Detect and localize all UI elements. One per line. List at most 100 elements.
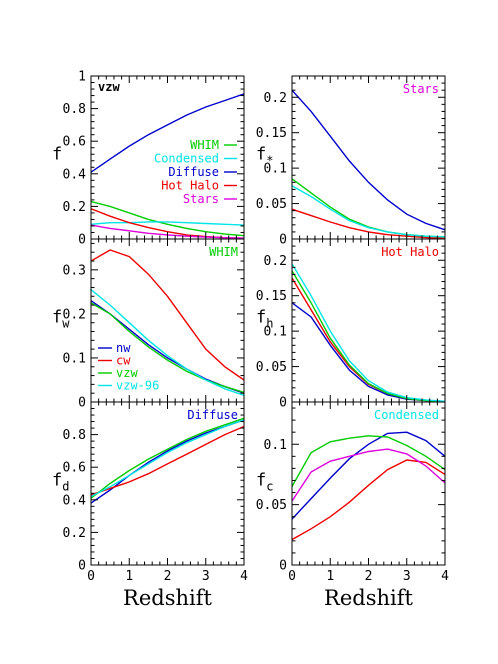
- panel-hothalo: 0 0.05 0.1 0.15 0.2 fh Hot Halo: [256, 238, 446, 411]
- plot-frame: [90, 238, 245, 403]
- x-tick-label: 3: [202, 569, 210, 584]
- y-axis-symbol: f: [52, 308, 62, 328]
- x-axis-label: Redshift: [324, 586, 413, 610]
- series-line-stars-vzw-96: [292, 185, 445, 238]
- x-tick-label: 0: [288, 569, 296, 584]
- y-axis-label: fw: [52, 308, 70, 331]
- y-axis-subscript: d: [62, 480, 69, 494]
- y-axis-symbol: f: [52, 471, 62, 491]
- series-line-condensed-vzw-96: [292, 448, 445, 502]
- y-axis-subscript: h: [266, 317, 273, 331]
- y-axis-symbol: f: [256, 145, 266, 165]
- y-axis-symbol: f: [256, 471, 266, 491]
- y-axis-symbol: f: [52, 145, 62, 165]
- y-tick-label: 0.2: [63, 307, 86, 322]
- x-tick-label: 2: [365, 569, 373, 584]
- series-line-vzw-diffuse: [91, 93, 244, 173]
- legend-label: Stars: [183, 192, 219, 206]
- legend-label: vzw-96: [116, 379, 159, 393]
- y-tick-label: 0.15: [256, 289, 287, 304]
- panel-stars: 0 0.05 0.1 0.15 0.2 f* Stars: [256, 75, 446, 248]
- legend-label: Hot Halo: [161, 179, 219, 193]
- x-tick-label: 3: [403, 569, 411, 584]
- x-tick-label: 1: [125, 569, 133, 584]
- legend-label: cw: [116, 354, 131, 368]
- x-tick-label: 4: [240, 569, 248, 584]
- series-line-whim-vzw-96: [91, 289, 244, 397]
- y-tick-label: 0.1: [63, 351, 86, 366]
- series-line-hothalo-vzw: [292, 270, 445, 402]
- series-line-vzw-condensed: [91, 221, 244, 226]
- panel-title: vzw: [98, 80, 120, 94]
- series-line-stars-nw: [292, 89, 445, 231]
- series-line-condensed-nw: [292, 431, 445, 520]
- y-tick-label: 0.8: [63, 102, 86, 117]
- y-tick-label: 0: [279, 559, 287, 574]
- y-tick-label: 0.3: [63, 263, 86, 278]
- y-tick-label: 0.2: [63, 200, 86, 215]
- y-tick-label: 1: [78, 70, 86, 85]
- y-tick-label: 0: [78, 559, 86, 574]
- plot-frame: [291, 238, 446, 403]
- x-tick-label: 4: [441, 569, 449, 584]
- series-line-whim-vzw: [91, 302, 244, 393]
- panel-condensed: 0 0.05 0.1 0 1 2 3 4 Redshift fc Condensed: [256, 401, 449, 610]
- y-axis-subscript: *: [266, 154, 273, 168]
- y-tick-label: 0.05: [256, 197, 287, 212]
- y-tick-label: 0.6: [63, 135, 86, 150]
- y-tick-label: 0.1: [264, 438, 287, 453]
- legend-label: nw: [116, 341, 131, 355]
- y-axis-symbol: f: [256, 308, 266, 328]
- y-tick-label: 0.15: [256, 126, 287, 141]
- y-tick-label: 0: [78, 396, 86, 411]
- panel-title: WHIM: [209, 245, 238, 259]
- y-tick-label: 0.2: [63, 526, 86, 541]
- y-tick-label: 0.6: [63, 461, 86, 476]
- x-tick-label: 2: [164, 569, 172, 584]
- plot-frame: [291, 75, 446, 240]
- panel-title: Hot Halo: [381, 245, 439, 259]
- y-axis-label: fc: [256, 471, 273, 494]
- legend-label: Diffuse: [168, 165, 219, 179]
- series-line-condensed-cw: [292, 459, 445, 541]
- y-tick-label: 0: [279, 233, 287, 248]
- series-line-diffuse-cw: [91, 425, 244, 496]
- series-line-condensed-vzw: [292, 435, 445, 487]
- y-axis-label: fd: [52, 471, 69, 494]
- y-axis-label: f: [52, 145, 62, 165]
- series-line-whim-cw: [91, 249, 244, 381]
- legend-label: vzw: [116, 366, 138, 380]
- y-tick-label: 0.8: [63, 428, 86, 443]
- series-line-diffuse-nw: [91, 419, 244, 504]
- x-axis-label: Redshift: [123, 586, 212, 610]
- series-line-diffuse-vzw-96: [91, 419, 244, 498]
- y-tick-label: 0.1: [264, 162, 287, 177]
- y-tick-label: 0.2: [264, 254, 287, 269]
- y-tick-label: 0.4: [63, 493, 87, 508]
- series-line-whim-nw: [91, 300, 244, 394]
- y-tick-label: 0: [78, 233, 86, 248]
- y-tick-label: 0: [279, 396, 287, 411]
- panel-title: Condensed: [374, 408, 439, 422]
- legend-label: Condensed: [154, 152, 219, 166]
- series-line-vzw-whim: [91, 200, 244, 237]
- plot-frame: [291, 401, 446, 566]
- panel-title: Diffuse: [187, 408, 238, 422]
- panel-vzw: 0 0.2 0.4 0.6 0.8 1 f vzw WHIMCondensedDiffuseHo…: [52, 70, 245, 248]
- y-axis-label: fh: [256, 308, 273, 331]
- panel-title: Stars: [403, 82, 439, 96]
- y-axis-label: f*: [256, 145, 273, 168]
- series-line-diffuse-vzw: [91, 417, 244, 499]
- y-axis-subscript: w: [62, 317, 70, 331]
- y-tick-label: 0.2: [264, 91, 287, 106]
- legend-label: WHIM: [190, 138, 219, 152]
- y-tick-label: 0.1: [264, 325, 287, 340]
- y-axis-subscript: c: [266, 480, 273, 494]
- x-tick-label: 1: [326, 569, 334, 584]
- series-line-hothalo-vzw-96: [292, 263, 445, 402]
- panel-diffuse: 0 0.2 0.4 0.6 0.8 0 1 2 3 4 Redshift fd Diffuse: [52, 401, 248, 610]
- series-line-stars-cw: [292, 208, 445, 239]
- y-tick-label: 0.05: [256, 498, 287, 513]
